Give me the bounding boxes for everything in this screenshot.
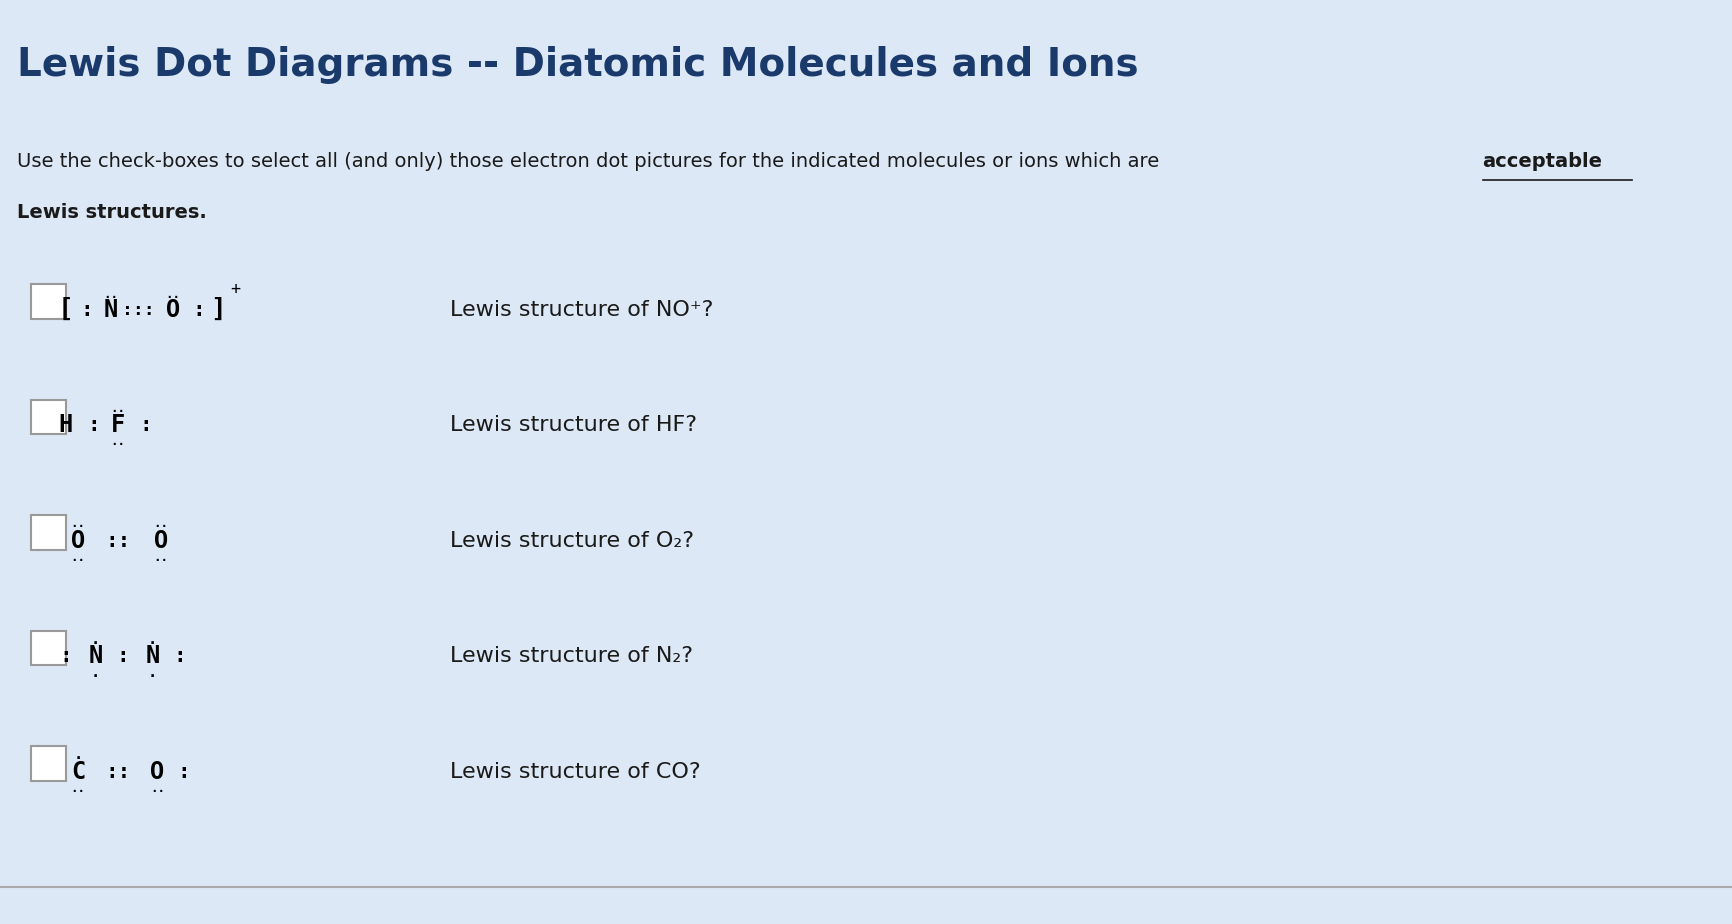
- Text: Use the check-boxes to select all (and only) those electron dot pictures for the: Use the check-boxes to select all (and o…: [17, 152, 1166, 172]
- Text: :: :: [116, 646, 130, 666]
- Text: .: .: [90, 665, 100, 680]
- Text: :::: :::: [123, 300, 154, 319]
- Text: Lewis structures.: Lewis structures.: [17, 203, 208, 223]
- Text: ::: ::: [106, 530, 130, 551]
- Text: :: :: [173, 646, 187, 666]
- Text: C: C: [71, 760, 85, 784]
- Text: ..: ..: [104, 288, 118, 301]
- Text: acceptable: acceptable: [1483, 152, 1602, 172]
- FancyBboxPatch shape: [31, 400, 66, 434]
- Text: ..: ..: [71, 782, 85, 795]
- Text: :: :: [192, 299, 206, 320]
- Text: O: O: [151, 760, 165, 784]
- Text: .: .: [90, 632, 100, 647]
- Text: ..: ..: [154, 551, 168, 564]
- Text: .: .: [73, 748, 83, 762]
- Text: O: O: [154, 529, 168, 553]
- Text: .: .: [147, 632, 158, 647]
- Text: ..: ..: [71, 517, 85, 530]
- Text: :: :: [87, 415, 100, 435]
- Text: Lewis structure of N₂?: Lewis structure of N₂?: [450, 646, 693, 666]
- Text: H: H: [59, 413, 73, 437]
- Text: Lewis structure of HF?: Lewis structure of HF?: [450, 415, 698, 435]
- FancyBboxPatch shape: [31, 516, 66, 550]
- Text: ..: ..: [111, 402, 125, 415]
- Text: ..: ..: [151, 782, 165, 795]
- Text: Lewis structure of NO⁺?: Lewis structure of NO⁺?: [450, 299, 714, 320]
- Text: N: N: [104, 298, 118, 322]
- Text: ..: ..: [71, 551, 85, 564]
- FancyBboxPatch shape: [31, 285, 66, 319]
- Text: F: F: [111, 413, 125, 437]
- Text: N: N: [145, 644, 159, 668]
- Text: ..: ..: [166, 288, 180, 301]
- FancyBboxPatch shape: [31, 631, 66, 665]
- Text: :: :: [177, 761, 191, 782]
- Text: N: N: [88, 644, 102, 668]
- Text: O: O: [71, 529, 85, 553]
- Text: Lewis Dot Diagrams -- Diatomic Molecules and Ions: Lewis Dot Diagrams -- Diatomic Molecules…: [17, 46, 1140, 84]
- Text: :: :: [139, 415, 152, 435]
- Text: .: .: [147, 665, 158, 680]
- Text: ]: ]: [210, 297, 227, 322]
- FancyBboxPatch shape: [31, 747, 66, 781]
- Text: [: [: [57, 297, 74, 322]
- Text: ..: ..: [154, 517, 168, 530]
- Text: Lewis structure of CO?: Lewis structure of CO?: [450, 761, 701, 782]
- Text: Lewis structure of O₂?: Lewis structure of O₂?: [450, 530, 695, 551]
- Text: +: +: [230, 280, 241, 298]
- Text: :: :: [80, 299, 94, 320]
- Text: ::: ::: [106, 761, 130, 782]
- Text: :: :: [59, 646, 73, 666]
- Text: ..: ..: [111, 435, 125, 448]
- Text: O: O: [166, 298, 180, 322]
